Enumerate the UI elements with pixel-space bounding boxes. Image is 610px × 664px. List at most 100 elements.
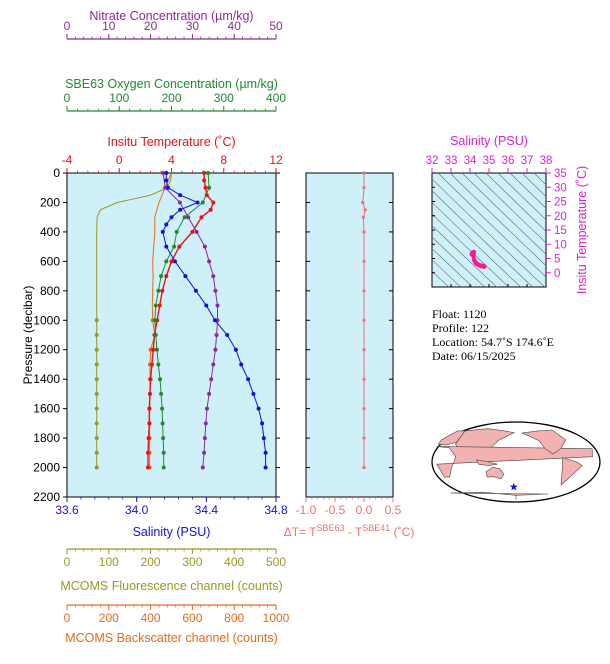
y-tick-label: 2200 bbox=[33, 490, 60, 504]
temperature-data-point bbox=[202, 171, 207, 175]
temperature-data-point bbox=[177, 244, 182, 249]
temperature-data-point bbox=[211, 200, 216, 205]
density-contour bbox=[432, 270, 450, 287]
oxygen-data-point bbox=[161, 436, 166, 441]
salinity-data-point bbox=[260, 421, 265, 426]
nitrate-data-point bbox=[207, 259, 212, 264]
nitrate-data-point bbox=[203, 421, 208, 426]
density-contour bbox=[521, 173, 546, 197]
australia-landmass bbox=[485, 466, 505, 480]
density-contour bbox=[432, 225, 498, 287]
delta-t-label-part: SBE63 bbox=[316, 523, 344, 533]
delta-t-data-point bbox=[361, 200, 365, 205]
nitrate-data-point bbox=[202, 436, 207, 441]
density-contour bbox=[533, 173, 546, 186]
fluorescence-data-point bbox=[94, 436, 99, 441]
delta-t-axis-label: ΔT= TSBE63 - TSBE41 (˚C) bbox=[284, 523, 415, 539]
delta-t-data-point bbox=[362, 289, 366, 293]
delta-t-plot-area bbox=[305, 172, 394, 498]
delta-t-x-tick-label: 0.0 bbox=[356, 503, 373, 517]
density-contour bbox=[461, 173, 546, 255]
oxygen-data-point bbox=[160, 406, 165, 411]
ts-data-point bbox=[471, 249, 477, 255]
y-tick-label: 200 bbox=[40, 195, 60, 209]
y-tick-label: 0 bbox=[53, 166, 60, 180]
ts-y-tick-label: 15 bbox=[554, 225, 567, 237]
temperature-data-point bbox=[147, 391, 152, 396]
nitrate-data-point bbox=[211, 362, 216, 367]
fluorescence-data-point bbox=[94, 347, 99, 352]
salinity-tick-label: 34.0 bbox=[125, 503, 149, 517]
ts-y-tick-label: 10 bbox=[554, 239, 567, 251]
oxygen-data-point bbox=[172, 244, 177, 249]
oxygen-data-point bbox=[153, 333, 158, 337]
nitrate-tick-label: 20 bbox=[144, 19, 158, 33]
salinity-data-point bbox=[183, 274, 188, 279]
fluorescence-axis-label: MCOMS Fluorescence channel (counts) bbox=[60, 579, 282, 593]
delta-t-label-part: ΔT= T bbox=[284, 525, 317, 539]
ts-x-tick-label: 34 bbox=[464, 155, 477, 167]
y-tick-label: 1200 bbox=[33, 343, 60, 357]
delta-t-data-point bbox=[362, 465, 366, 470]
delta-t-data-point bbox=[361, 215, 365, 219]
delta-t-label-part: SBE41 bbox=[362, 523, 390, 533]
y-tick-label: 600 bbox=[40, 254, 60, 268]
ts-y-tick-label: 30 bbox=[554, 182, 567, 194]
nitrate-data-point bbox=[215, 303, 220, 308]
density-contour bbox=[449, 173, 546, 266]
ts-data-point bbox=[481, 264, 487, 269]
temperature-data-point bbox=[202, 178, 207, 183]
temperature-data-point bbox=[149, 362, 154, 367]
ts-y-tick-label: 25 bbox=[554, 197, 567, 209]
temperature-data-point bbox=[208, 207, 213, 212]
float-location-marker: ★ bbox=[509, 481, 519, 493]
oxygen-data-point bbox=[156, 288, 161, 293]
world-map-panel: ★ bbox=[431, 421, 601, 503]
salinity-data-point bbox=[164, 222, 169, 227]
nitrate-data-point bbox=[213, 347, 218, 352]
oxygen-data-point bbox=[174, 229, 179, 234]
ts-y-tick-label: 35 bbox=[554, 168, 567, 180]
density-contours bbox=[432, 173, 546, 287]
europe-landmass bbox=[437, 430, 466, 446]
density-contour bbox=[432, 259, 462, 287]
temperature-data-point bbox=[148, 377, 153, 382]
nitrate-data-point bbox=[200, 465, 205, 470]
oxygen-tick-label: 0 bbox=[64, 91, 71, 105]
temperature-tick-label: 0 bbox=[116, 153, 123, 167]
delta-t-label-part: - T bbox=[345, 525, 363, 539]
oxygen-data-point bbox=[154, 347, 159, 352]
antarctica-landmass bbox=[450, 491, 549, 500]
temperature-data-point bbox=[147, 421, 152, 426]
temperature-data-point bbox=[203, 185, 208, 190]
backscatter-tick-label: 1000 bbox=[263, 611, 290, 625]
temperature-tick-label: 8 bbox=[220, 153, 227, 167]
fluorescence-tick-label: 400 bbox=[224, 555, 244, 569]
oxygen-data-point bbox=[159, 391, 164, 396]
fluorescence-data-point bbox=[94, 450, 99, 455]
temperature-tick-label: 12 bbox=[269, 153, 283, 167]
nitrate-tick-label: 0 bbox=[64, 19, 71, 33]
profile-panel: 0200400600800100012001400160018002000220… bbox=[21, 9, 290, 645]
y-tick-label: 1600 bbox=[33, 402, 60, 416]
density-contour bbox=[432, 190, 534, 287]
nitrate-data-point bbox=[194, 229, 199, 234]
delta-t-data-point bbox=[362, 230, 366, 234]
backscatter-tick-label: 200 bbox=[99, 611, 119, 625]
oxygen-data-point bbox=[156, 362, 161, 367]
salinity-data-point bbox=[263, 450, 268, 455]
ts-y-tick-label: 0 bbox=[554, 268, 560, 280]
south-america-landmass bbox=[560, 457, 583, 486]
ts-x-tick-label: 38 bbox=[540, 155, 553, 167]
backscatter-tick-label: 0 bbox=[64, 611, 71, 625]
salinity-data-point bbox=[261, 436, 266, 441]
nitrate-data-point bbox=[214, 333, 219, 337]
density-contour bbox=[432, 201, 522, 287]
backscatter-tick-label: 800 bbox=[224, 611, 244, 625]
salinity-data-point bbox=[178, 207, 183, 212]
oxygen-data-point bbox=[164, 259, 169, 264]
delta-t-data-point bbox=[362, 186, 366, 190]
backscatter-axis-label: MCOMS Backscatter channel (counts) bbox=[65, 631, 278, 645]
ts-x-tick-label: 32 bbox=[426, 155, 439, 167]
